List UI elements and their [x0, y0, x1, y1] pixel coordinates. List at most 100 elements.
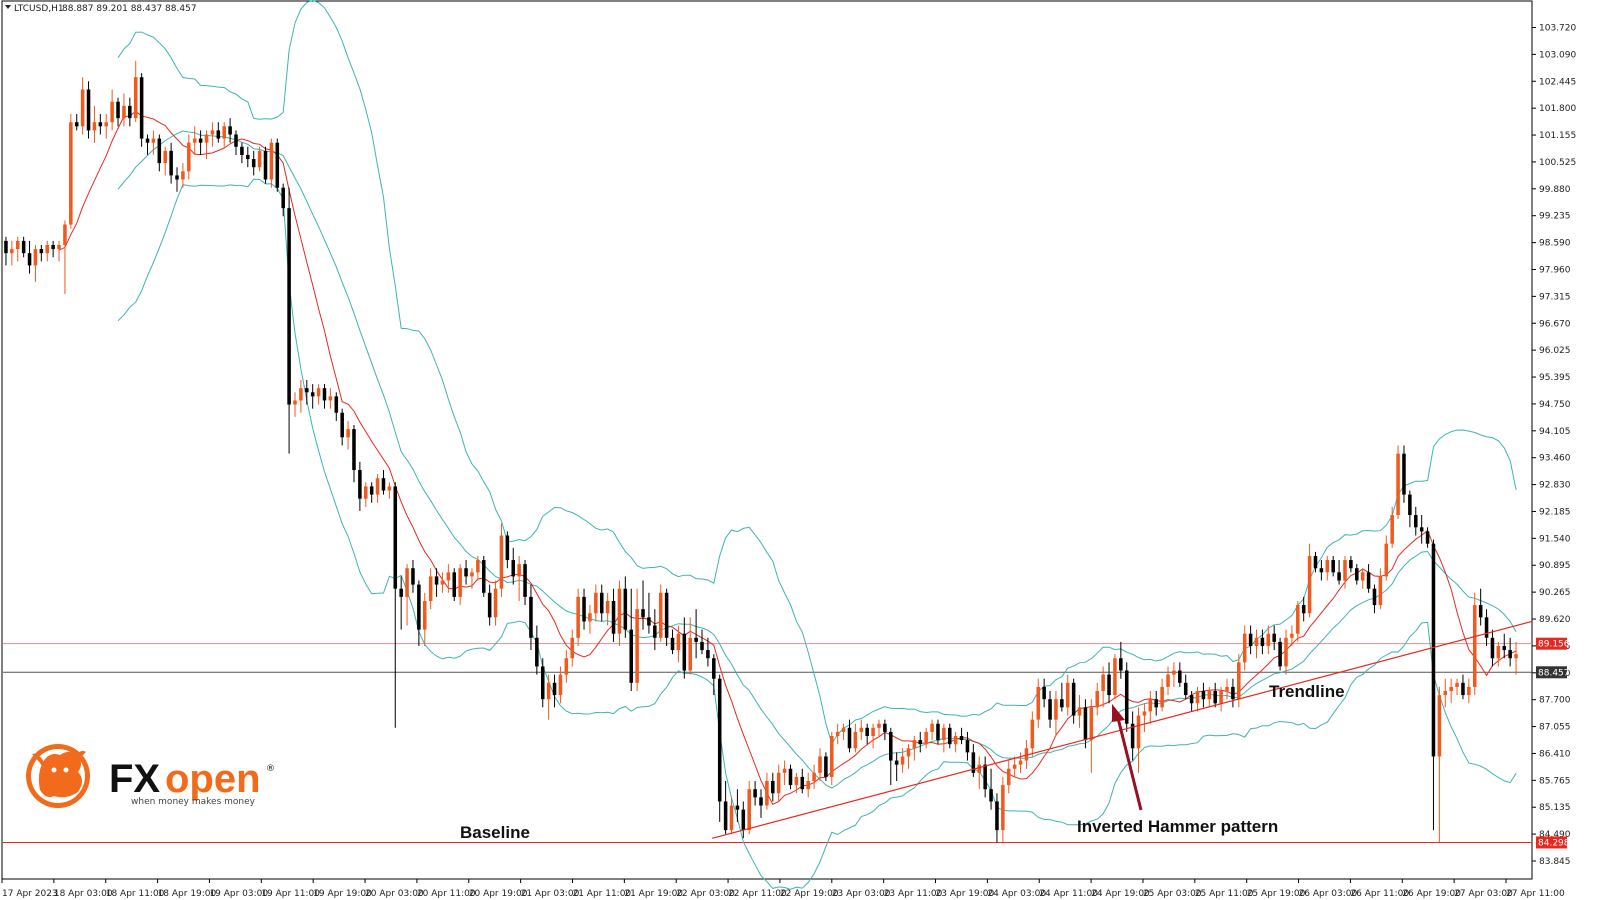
candle	[1225, 678, 1229, 700]
candle-body	[80, 89, 85, 127]
candle-body	[594, 592, 598, 614]
candle	[1006, 760, 1011, 794]
candle	[623, 576, 628, 638]
candle-body	[694, 637, 698, 642]
candle-body	[794, 776, 799, 786]
candle-body	[69, 122, 73, 225]
y-tick-label: 86.410	[1539, 749, 1571, 759]
candle	[1390, 506, 1394, 548]
candle	[995, 793, 999, 843]
candle	[369, 482, 374, 503]
candle-body	[1355, 568, 1359, 581]
candle-body	[316, 388, 321, 397]
x-tick-label: 23 Apr 11:00	[884, 889, 943, 899]
candle	[617, 580, 622, 646]
candle-body	[198, 138, 203, 143]
candle	[116, 97, 120, 127]
candle-body	[588, 613, 592, 622]
candle-body	[989, 789, 993, 802]
candle-body	[346, 429, 350, 438]
candle-body	[210, 130, 215, 135]
candle	[187, 134, 191, 180]
candle-body	[10, 249, 14, 254]
candle-body	[387, 486, 392, 491]
candle	[853, 723, 858, 753]
candle	[1319, 560, 1324, 581]
candle	[4, 236, 8, 266]
candle-body	[1172, 670, 1176, 675]
candle	[983, 756, 987, 798]
candle-body	[364, 486, 368, 499]
candle	[387, 482, 392, 499]
lower-band	[117, 178, 1517, 890]
candle-body	[759, 797, 763, 806]
candle	[334, 392, 339, 421]
candle-body	[1048, 699, 1052, 720]
y-tick-label: 96.025	[1539, 346, 1571, 356]
dropdown-triangle-icon[interactable]	[5, 5, 11, 9]
baseline-annotation: Baseline	[460, 823, 530, 842]
candle-body	[830, 735, 834, 777]
candle	[1154, 690, 1158, 716]
candle-body	[399, 588, 403, 597]
candle	[104, 114, 108, 139]
candle	[1207, 686, 1212, 708]
candle-body	[434, 576, 439, 585]
candle-body	[641, 609, 645, 618]
candle	[316, 384, 321, 405]
candle	[511, 547, 516, 585]
candle-body	[776, 772, 781, 794]
candle	[546, 674, 551, 720]
bollinger-bands	[117, 0, 1517, 890]
candle	[470, 568, 474, 589]
candle	[228, 118, 232, 143]
candle-body	[1207, 690, 1212, 700]
candle	[322, 384, 327, 409]
candle-body	[906, 748, 911, 757]
candle	[1160, 678, 1164, 712]
candle	[1101, 666, 1105, 708]
candle	[540, 658, 545, 708]
candle-body	[611, 600, 616, 634]
current-price-tag-box	[1536, 666, 1567, 679]
candle	[830, 731, 834, 786]
candle-body	[953, 735, 958, 745]
candle	[641, 580, 645, 630]
candle	[287, 187, 291, 454]
candle-body	[234, 134, 238, 147]
candle-body	[1242, 633, 1247, 663]
candle	[263, 146, 268, 184]
candle-body	[1408, 494, 1412, 516]
candle-body	[440, 580, 445, 585]
candle	[729, 797, 734, 835]
candle-body	[340, 412, 344, 438]
candle-body	[700, 641, 704, 651]
candle	[1437, 686, 1442, 843]
candle	[328, 388, 333, 409]
candle	[989, 768, 993, 810]
candle-body	[995, 801, 999, 831]
candle-body	[552, 682, 557, 696]
candle	[417, 580, 421, 646]
candle	[405, 564, 409, 626]
x-tick-label: 18 Apr 03:00	[54, 889, 113, 899]
candle-body	[192, 138, 197, 143]
candles	[4, 60, 1518, 843]
candle	[1189, 690, 1194, 712]
candle-body	[251, 159, 256, 168]
candle-body	[1278, 641, 1282, 667]
y-tick-label: 102.445	[1539, 77, 1576, 87]
candle-body	[859, 727, 864, 732]
candle-body	[352, 429, 356, 471]
candle-body	[658, 592, 663, 638]
candle	[122, 93, 126, 127]
candle-body	[1514, 654, 1518, 659]
x-tick-label: 26 Apr 03:00	[1299, 889, 1358, 899]
candle	[163, 146, 167, 176]
candle-body	[98, 122, 103, 127]
candle	[759, 789, 763, 818]
candle	[1508, 637, 1512, 667]
candle-body	[1101, 674, 1105, 691]
candle-body	[216, 130, 221, 139]
